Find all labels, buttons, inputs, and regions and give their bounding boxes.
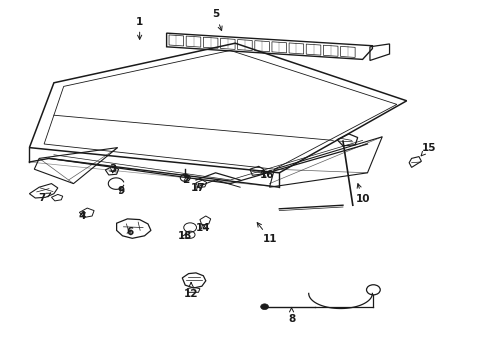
Circle shape [261,304,269,310]
Text: 2: 2 [183,175,190,185]
Text: 10: 10 [355,184,370,204]
Text: 13: 13 [178,231,193,241]
Text: 4: 4 [78,211,86,221]
Text: 5: 5 [212,9,222,31]
Text: 16: 16 [260,170,274,180]
Text: 14: 14 [196,222,211,233]
Text: 3: 3 [109,164,116,174]
Text: 1: 1 [136,17,143,39]
Text: 8: 8 [288,308,295,324]
Text: 17: 17 [191,183,206,193]
Text: 15: 15 [421,143,436,156]
Text: 7: 7 [38,193,51,203]
Text: 6: 6 [126,227,133,237]
Text: 9: 9 [118,186,125,196]
Text: 11: 11 [257,222,278,244]
Text: 12: 12 [184,283,198,299]
